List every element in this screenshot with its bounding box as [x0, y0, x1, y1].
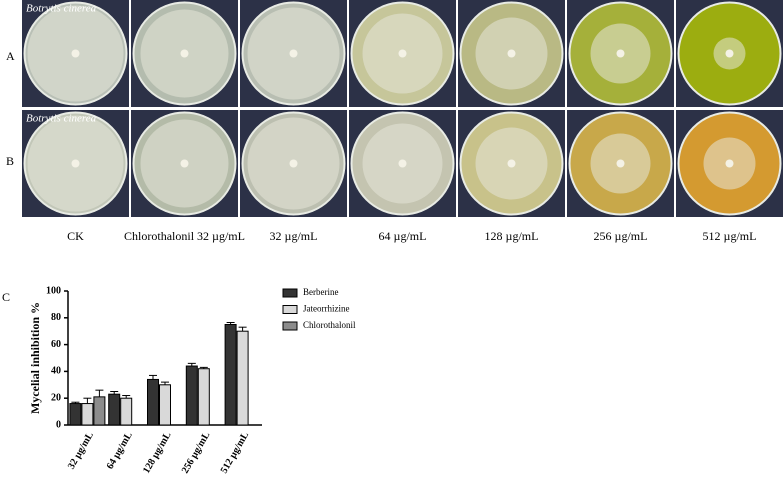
panel-label: C [2, 290, 10, 304]
bar [147, 378, 159, 426]
y-tick-label: 100 [46, 285, 61, 296]
row-label: A [6, 49, 15, 63]
legend-label: Chlorothalonil [303, 320, 356, 330]
y-tick-label: 0 [56, 419, 61, 430]
bar [236, 330, 249, 426]
error-bar [95, 389, 104, 397]
column-label: 64 µg/mL [379, 229, 427, 243]
error-bar [110, 391, 119, 395]
x-tick-label: 64 µg/mL [105, 430, 135, 471]
inoculum [180, 159, 189, 168]
error-bar [83, 397, 92, 404]
y-tick-label: 20 [51, 392, 61, 403]
inoculum [725, 159, 734, 168]
x-tick-label: 128 µg/mL [141, 430, 174, 476]
bar [185, 365, 198, 426]
photo-grid [22, 0, 783, 217]
bar [120, 397, 133, 426]
inoculum [507, 159, 516, 168]
x-tick-label: 512 µg/mL [219, 430, 252, 476]
inoculum [725, 49, 734, 58]
error-bar [71, 401, 80, 404]
legend-swatch [282, 305, 298, 314]
row-label: B [6, 154, 14, 168]
bar [159, 384, 171, 426]
column-label: 128 µg/mL [485, 229, 539, 243]
bar [224, 324, 237, 426]
bar [93, 396, 106, 426]
error-bar [226, 321, 235, 325]
image-label: Botrytis cinerea [26, 3, 97, 15]
column-label: 256 µg/mL [594, 229, 648, 243]
inoculum [71, 49, 80, 58]
bar [69, 403, 82, 426]
inoculum [616, 159, 625, 168]
error-bar [161, 381, 169, 385]
legend-swatch [282, 321, 298, 331]
inoculum [398, 49, 407, 58]
legend-label: Jateorrhizine [303, 304, 349, 314]
error-bar [199, 366, 208, 369]
legend-label: Berberine [303, 287, 338, 297]
inoculum [616, 49, 625, 58]
y-tick-label: 40 [51, 366, 61, 377]
y-tick-label: 80 [51, 312, 61, 323]
bar [108, 393, 121, 426]
x-tick-label: 32 µg/mL [66, 430, 96, 471]
column-label: 32 µg/mL [270, 229, 318, 243]
image-label: Botrytis cinerea [26, 113, 97, 125]
bar [81, 403, 94, 426]
error-bar [187, 362, 196, 367]
error-bar [238, 326, 247, 332]
inoculum [507, 49, 516, 58]
column-label: 512 µg/mL [703, 229, 757, 243]
bar [197, 368, 210, 426]
inoculum [289, 49, 298, 58]
column-label: Chlorothalonil 32 µg/mL [124, 229, 245, 243]
error-bar [149, 374, 157, 380]
inoculum [398, 159, 407, 168]
inoculum [180, 49, 189, 58]
y-axis-label: Mycelial inhibition % [28, 302, 42, 414]
inoculum [71, 159, 80, 168]
x-tick-label: 256 µg/mL [180, 430, 213, 476]
column-label: CK [67, 229, 84, 243]
y-tick-label: 60 [51, 339, 61, 350]
legend-swatch [282, 288, 298, 298]
inoculum [289, 159, 298, 168]
error-bar [122, 395, 131, 399]
